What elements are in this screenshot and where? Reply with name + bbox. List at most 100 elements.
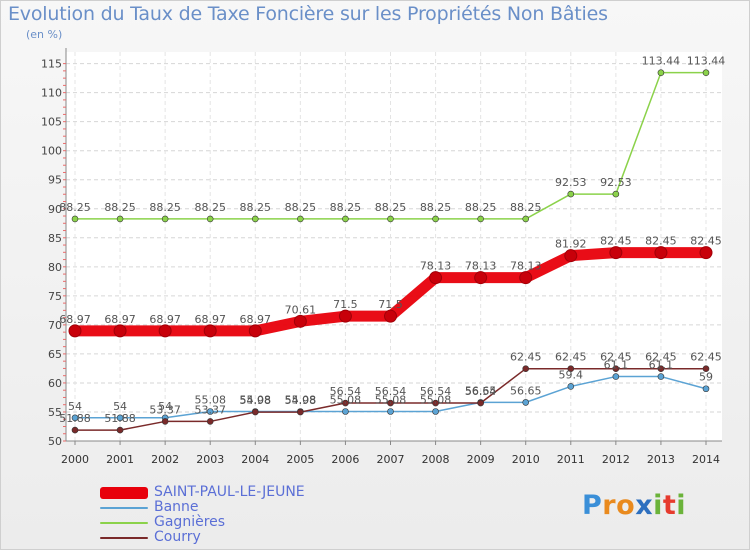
y-tick-label: 90 <box>48 203 62 216</box>
data-label: 55.08 <box>194 394 226 407</box>
data-point <box>522 399 530 406</box>
data-point <box>612 365 620 373</box>
legend-item: Courry <box>100 530 305 545</box>
x-tick-label: 2001 <box>106 453 134 466</box>
x-tick-label: 2014 <box>692 453 720 466</box>
unit-label: (en %) <box>26 28 63 41</box>
data-point <box>612 190 620 198</box>
legend-label-gagnieres: Gagnières <box>154 514 226 530</box>
y-tick-label: 50 <box>48 435 62 448</box>
data-label: 70.61 <box>285 303 317 316</box>
data-point <box>432 408 439 415</box>
data-label: 92.53 <box>555 176 587 189</box>
data-point <box>702 385 710 393</box>
data-label: 61.1 <box>604 359 629 372</box>
data-point <box>338 309 352 323</box>
data-point <box>522 365 530 373</box>
data-point <box>68 324 82 338</box>
data-point <box>519 271 533 285</box>
data-point <box>612 373 620 380</box>
legend-item: SAINT-PAUL-LE-JEUNE <box>100 485 305 500</box>
data-point <box>251 215 259 223</box>
data-point <box>251 408 259 416</box>
data-label: 54 <box>113 400 127 413</box>
data-point <box>297 215 304 223</box>
data-point <box>699 246 713 260</box>
data-point <box>702 365 710 373</box>
data-point <box>206 215 214 223</box>
data-label: 71.5 <box>378 298 403 311</box>
data-label: 53.37 <box>149 403 181 416</box>
data-point <box>248 324 262 338</box>
data-point <box>206 418 214 425</box>
legend-swatch-courry <box>100 536 148 539</box>
data-label: 88.25 <box>104 201 136 214</box>
data-point <box>203 324 217 338</box>
legend-label-courry: Courry <box>154 529 201 545</box>
legend-label-banne: Banne <box>154 499 199 515</box>
data-label: 68.97 <box>194 313 226 326</box>
x-tick-label: 2008 <box>422 453 450 466</box>
data-point <box>387 399 394 407</box>
data-label: 82.45 <box>600 235 632 248</box>
y-tick-label: 115 <box>41 58 62 71</box>
data-label: 92.53 <box>600 176 632 189</box>
y-tick-label: 60 <box>48 377 62 390</box>
data-point <box>387 408 394 415</box>
data-point <box>297 408 304 416</box>
data-point <box>432 399 439 407</box>
data-point <box>432 215 439 223</box>
data-point <box>161 215 169 223</box>
data-label: 54 <box>158 400 172 413</box>
data-label: 51.88 <box>59 412 91 425</box>
data-label: 82.45 <box>645 235 677 248</box>
data-point <box>654 246 668 260</box>
data-point <box>116 414 124 422</box>
data-point <box>567 365 575 373</box>
x-tick-label: 2013 <box>647 453 675 466</box>
data-point <box>342 399 349 407</box>
y-tick-label: 75 <box>48 290 62 303</box>
x-tick-label: 2010 <box>512 453 540 466</box>
data-point <box>161 418 169 425</box>
data-label: 68.97 <box>240 313 272 326</box>
legend-item: Banne <box>100 500 305 515</box>
data-point <box>71 426 79 434</box>
data-point <box>657 69 665 76</box>
data-point <box>293 314 307 328</box>
data-label: 78.13 <box>420 260 452 273</box>
chart-title: Evolution du Taux de Taxe Foncière sur l… <box>8 3 608 25</box>
x-tick-label: 2002 <box>151 453 179 466</box>
data-label: 62.45 <box>600 351 632 364</box>
data-label: 88.25 <box>510 201 542 214</box>
y-tick-label: 110 <box>41 87 62 100</box>
x-tick-label: 2005 <box>286 453 314 466</box>
data-label: 71.5 <box>333 298 358 311</box>
x-tick-label: 2012 <box>602 453 630 466</box>
data-point <box>71 215 79 223</box>
legend-item: Gagnières <box>100 515 305 530</box>
data-point <box>477 399 484 407</box>
data-label: 68.97 <box>149 313 181 326</box>
data-label: 68.97 <box>104 313 136 326</box>
data-label: 68.97 <box>59 313 91 326</box>
data-point <box>567 383 575 390</box>
y-tick-label: 55 <box>48 406 62 419</box>
data-label: 59.4 <box>559 368 584 381</box>
data-point <box>384 309 397 323</box>
data-label: 62.45 <box>690 351 722 364</box>
data-label: 88.25 <box>59 201 91 214</box>
data-label: 51.88 <box>104 412 136 425</box>
data-label: 81.92 <box>555 238 587 251</box>
data-point <box>71 414 79 422</box>
data-label: 55.08 <box>240 394 272 407</box>
data-point <box>477 215 484 223</box>
proxiti-logo: Proxiti <box>582 490 687 521</box>
legend-label-saint-paul: SAINT-PAUL-LE-JEUNE <box>154 484 305 500</box>
data-label: 54.98 <box>240 394 272 407</box>
data-point <box>158 324 172 338</box>
y-tick-label: 70 <box>48 319 62 332</box>
data-label: 55.08 <box>375 394 407 407</box>
data-point <box>474 271 488 285</box>
